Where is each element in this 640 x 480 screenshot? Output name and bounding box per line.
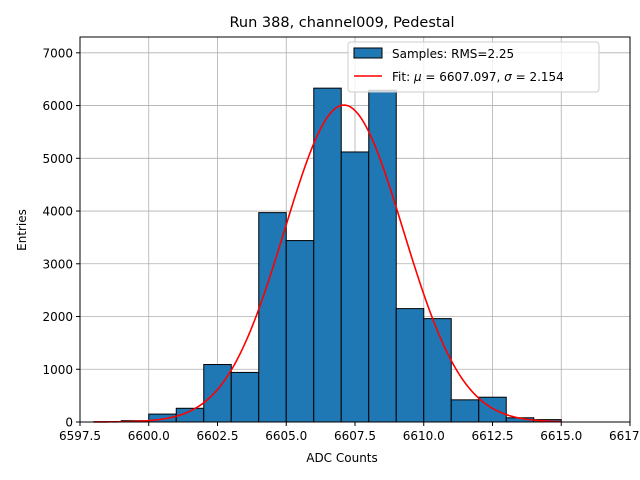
- legend-fit-mu-symbol: μ: [413, 70, 422, 84]
- y-axis-label: Entries: [15, 209, 29, 251]
- histogram-bar: [340, 151, 370, 423]
- x-axis-ticks: 6597.5 6600.0 6602.5 6605.0 6607.5 6610.0 6612…: [59, 422, 640, 443]
- legend: Samples: RMS=2.25 Fit: μ = 6607.097, σ =…: [347, 41, 600, 93]
- histogram-bar: [258, 212, 287, 423]
- y-tick-label: 1000: [42, 363, 73, 377]
- histogram-bar: [450, 399, 480, 423]
- y-tick-label: 5000: [42, 152, 73, 166]
- x-tick-label: 6612.5: [472, 429, 514, 443]
- x-tick-label: 6607.5: [334, 429, 376, 443]
- legend-fit-mu-value: = 6607.097,: [422, 70, 505, 84]
- fit-curve: [93, 104, 562, 423]
- x-tick-label: 6610.0: [403, 429, 445, 443]
- legend-fit-prefix: Fit:: [392, 70, 414, 84]
- chart-title: Run 388, channel009, Pedestal: [229, 15, 454, 31]
- x-tick-label: 6602.5: [197, 429, 239, 443]
- histogram-bar: [423, 318, 452, 423]
- y-tick-label: 4000: [42, 205, 73, 219]
- histogram-bar: [203, 364, 232, 423]
- y-tick-label: 6000: [42, 99, 73, 113]
- y-tick-label: 2000: [42, 310, 73, 324]
- histogram-bar: [230, 371, 260, 423]
- y-tick-label: 3000: [42, 257, 73, 271]
- x-tick-label: 6600.0: [128, 429, 170, 443]
- y-tick-label: 7000: [42, 46, 73, 60]
- legend-frame: [347, 41, 600, 93]
- y-tick-label: 0: [65, 416, 73, 430]
- histogram-bar: [395, 308, 425, 423]
- legend-fit-label: Fit: μ = 6607.097, σ = 2.154: [392, 70, 564, 84]
- x-axis-label: ADC Counts: [306, 451, 378, 465]
- x-tick-label: 6615.0: [540, 429, 582, 443]
- x-tick-label: 6605.0: [265, 429, 307, 443]
- x-tick-label: 6597.5: [59, 429, 101, 443]
- legend-fit-sigma-symbol: σ: [504, 70, 512, 84]
- legend-fit-sigma-value: = 2.154: [512, 70, 564, 84]
- legend-histogram-swatch: [353, 47, 383, 59]
- x-tick-label: 6617.5: [609, 429, 640, 443]
- legend-histogram-label: Samples: RMS=2.25: [392, 47, 514, 61]
- y-axis-ticks: 0 1000 2000 3000 4000 5000 6000 7000: [42, 46, 80, 430]
- histogram-bar: [313, 87, 342, 423]
- histogram-bar: [285, 240, 315, 423]
- histogram-bars: [93, 87, 562, 423]
